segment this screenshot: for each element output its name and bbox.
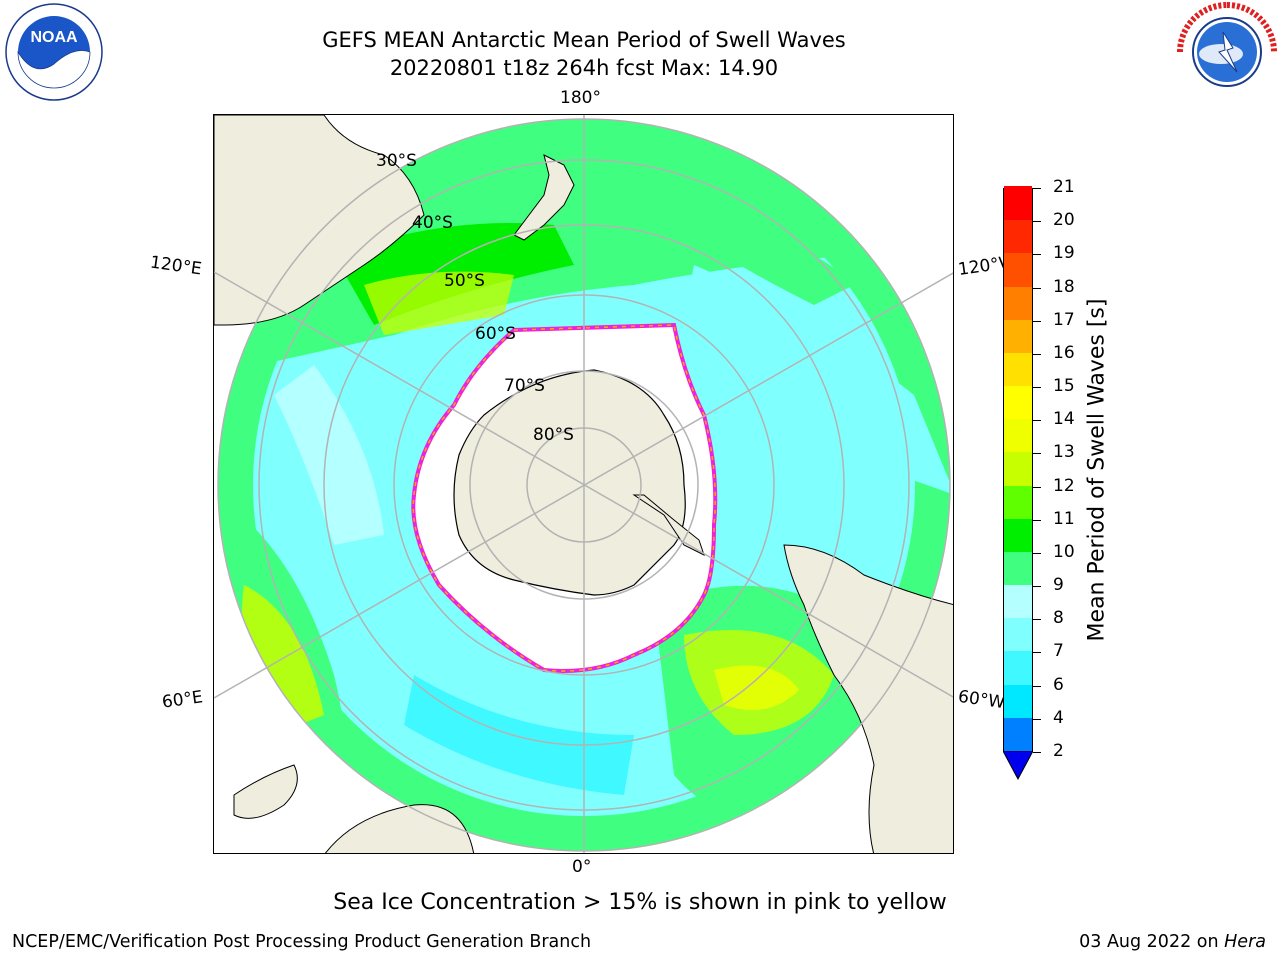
colorbar-segment bbox=[1004, 385, 1032, 420]
colorbar-tick-label: 17 bbox=[1053, 309, 1075, 330]
noaa-logo: NOAA bbox=[5, 3, 103, 101]
lat-label-80s: 80°S bbox=[533, 425, 574, 445]
colorbar-tick-label: 11 bbox=[1053, 508, 1075, 529]
colorbar-tick-label: 9 bbox=[1053, 575, 1064, 596]
sea-ice-caption: Sea Ice Concentration > 15% is shown in … bbox=[333, 890, 947, 915]
sea-ice-edge bbox=[412, 324, 716, 672]
colorbar-tick bbox=[1033, 586, 1041, 588]
colorbar-segment bbox=[1004, 584, 1032, 619]
lon-label-120e: 120°E bbox=[148, 252, 203, 280]
colorbar-segment bbox=[1004, 219, 1032, 254]
colorbar-tick-label: 20 bbox=[1053, 210, 1075, 231]
colorbar-tick-label: 16 bbox=[1053, 342, 1075, 363]
lat-label-50s: 50°S bbox=[444, 271, 485, 291]
colorbar-segment bbox=[1004, 252, 1032, 287]
australia-land bbox=[214, 115, 425, 326]
colorbar-tick-label: 14 bbox=[1053, 409, 1075, 430]
footer-date: 03 Aug 2022 on Hera bbox=[1079, 932, 1266, 952]
colorbar-title: Mean Period of Swell Waves [s] bbox=[1084, 298, 1110, 642]
lon-label-180: 180° bbox=[560, 88, 601, 108]
colorbar-tick bbox=[1033, 353, 1041, 355]
colorbar-tick-label: 2 bbox=[1053, 741, 1064, 761]
colorbar-segment bbox=[1004, 517, 1032, 552]
map-title: GEFS MEAN Antarctic Mean Period of Swell… bbox=[322, 28, 846, 52]
polar-map bbox=[214, 115, 953, 853]
colorbar-extend-min bbox=[1003, 751, 1033, 781]
lon-label-0: 0° bbox=[572, 857, 592, 877]
colorbar-tick-label: 13 bbox=[1053, 442, 1075, 463]
colorbar-tick bbox=[1033, 685, 1041, 687]
colorbar-tick-label: 12 bbox=[1053, 475, 1075, 496]
colorbar-tick-label: 18 bbox=[1053, 276, 1075, 297]
colorbar-tick bbox=[1033, 287, 1041, 289]
colorbar-segment bbox=[1004, 186, 1032, 221]
new-zealand-land bbox=[513, 154, 575, 241]
colorbar-tick bbox=[1033, 387, 1041, 389]
colorbar-tick bbox=[1033, 619, 1041, 621]
colorbar-tick bbox=[1033, 453, 1041, 455]
colorbar-tick bbox=[1033, 486, 1041, 488]
longitude-lines bbox=[214, 115, 953, 853]
colorbar-tick-label: 19 bbox=[1053, 243, 1075, 264]
colorbar-tick bbox=[1033, 652, 1041, 654]
nws-logo bbox=[1177, 2, 1277, 100]
colorbar-tick bbox=[1033, 752, 1041, 753]
colorbar-tick bbox=[1033, 552, 1041, 554]
colorbar-tick bbox=[1033, 718, 1041, 720]
lon-label-60w: 60°W bbox=[956, 686, 1007, 714]
colorbar-tick-label: 21 bbox=[1053, 177, 1075, 197]
africa-land bbox=[324, 804, 475, 853]
footer-credit: NCEP/EMC/Verification Post Processing Pr… bbox=[12, 932, 592, 952]
colorbar-tick-label: 8 bbox=[1053, 608, 1064, 629]
colorbar-segment bbox=[1004, 484, 1032, 519]
colorbar-tick bbox=[1033, 221, 1041, 223]
footer-host: Hera bbox=[1224, 932, 1266, 952]
colorbar-tick-label: 10 bbox=[1053, 541, 1075, 562]
map-panel: 30°S 40°S 50°S 60°S 70°S 80°S bbox=[213, 114, 954, 854]
colorbar-tick-label: 6 bbox=[1053, 674, 1064, 695]
noaa-logo-text: NOAA bbox=[30, 29, 78, 46]
lat-label-30s: 30°S bbox=[376, 151, 417, 171]
colorbar-tick bbox=[1033, 188, 1041, 189]
colorbar-segment bbox=[1004, 418, 1032, 453]
map-subtitle: 20220801 t18z 264h fcst Max: 14.90 bbox=[389, 56, 779, 80]
colorbar-segment bbox=[1004, 551, 1032, 586]
colorbar-tick bbox=[1033, 420, 1041, 422]
colorbar-segment bbox=[1004, 717, 1032, 751]
lat-label-40s: 40°S bbox=[412, 213, 453, 233]
colorbar-segment bbox=[1004, 617, 1032, 652]
colorbar-segment bbox=[1004, 650, 1032, 685]
colorbar-tick-label: 15 bbox=[1053, 376, 1075, 397]
colorbar bbox=[1003, 186, 1033, 752]
footer-date-text: 03 Aug 2022 on bbox=[1079, 932, 1225, 952]
colorbar-segment bbox=[1004, 451, 1032, 486]
colorbar-tick bbox=[1033, 320, 1041, 322]
colorbar-segment bbox=[1004, 352, 1032, 387]
colorbar-segment bbox=[1004, 285, 1032, 320]
lat-label-70s: 70°S bbox=[504, 376, 545, 396]
colorbar-tick bbox=[1033, 254, 1041, 256]
antarctica-land bbox=[453, 369, 686, 596]
colorbar-tick bbox=[1033, 519, 1041, 521]
madagascar-land bbox=[233, 764, 298, 819]
lat-label-60s: 60°S bbox=[475, 324, 516, 344]
colorbar-segment bbox=[1004, 683, 1032, 718]
colorbar-tick-label: 4 bbox=[1053, 707, 1064, 728]
colorbar-tick-label: 7 bbox=[1053, 641, 1064, 662]
colorbar-segment bbox=[1004, 318, 1032, 353]
lon-label-60e: 60°E bbox=[160, 687, 205, 713]
